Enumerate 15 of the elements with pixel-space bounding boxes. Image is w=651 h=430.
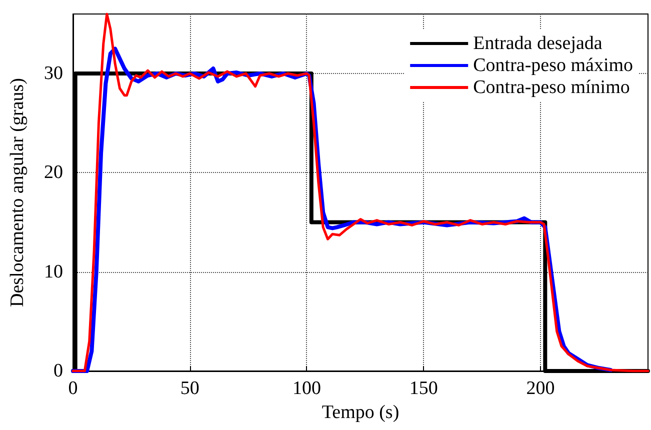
x-tick-label: 0: [68, 378, 78, 399]
x-axis-title: Tempo (s): [322, 402, 400, 423]
line-series: [72, 12, 650, 372]
y-axis-title: Deslocamento angular (graus): [7, 78, 28, 307]
y-tick-label: 30: [44, 63, 63, 84]
legend-label: Contra-peso máximo: [473, 55, 634, 76]
x-tick-label: 200: [526, 378, 555, 399]
y-tick-label: 0: [54, 360, 63, 382]
y-tick-label: 20: [44, 162, 63, 184]
x-tick-label: 100: [292, 378, 321, 399]
y-tick-label: 10: [44, 261, 63, 282]
legend-label: Entrada desejada: [473, 33, 603, 54]
x-tick-label: 50: [180, 378, 200, 399]
x-tick-label: 150: [409, 378, 438, 399]
legend-label: Contra-peso mínimo: [473, 77, 630, 98]
